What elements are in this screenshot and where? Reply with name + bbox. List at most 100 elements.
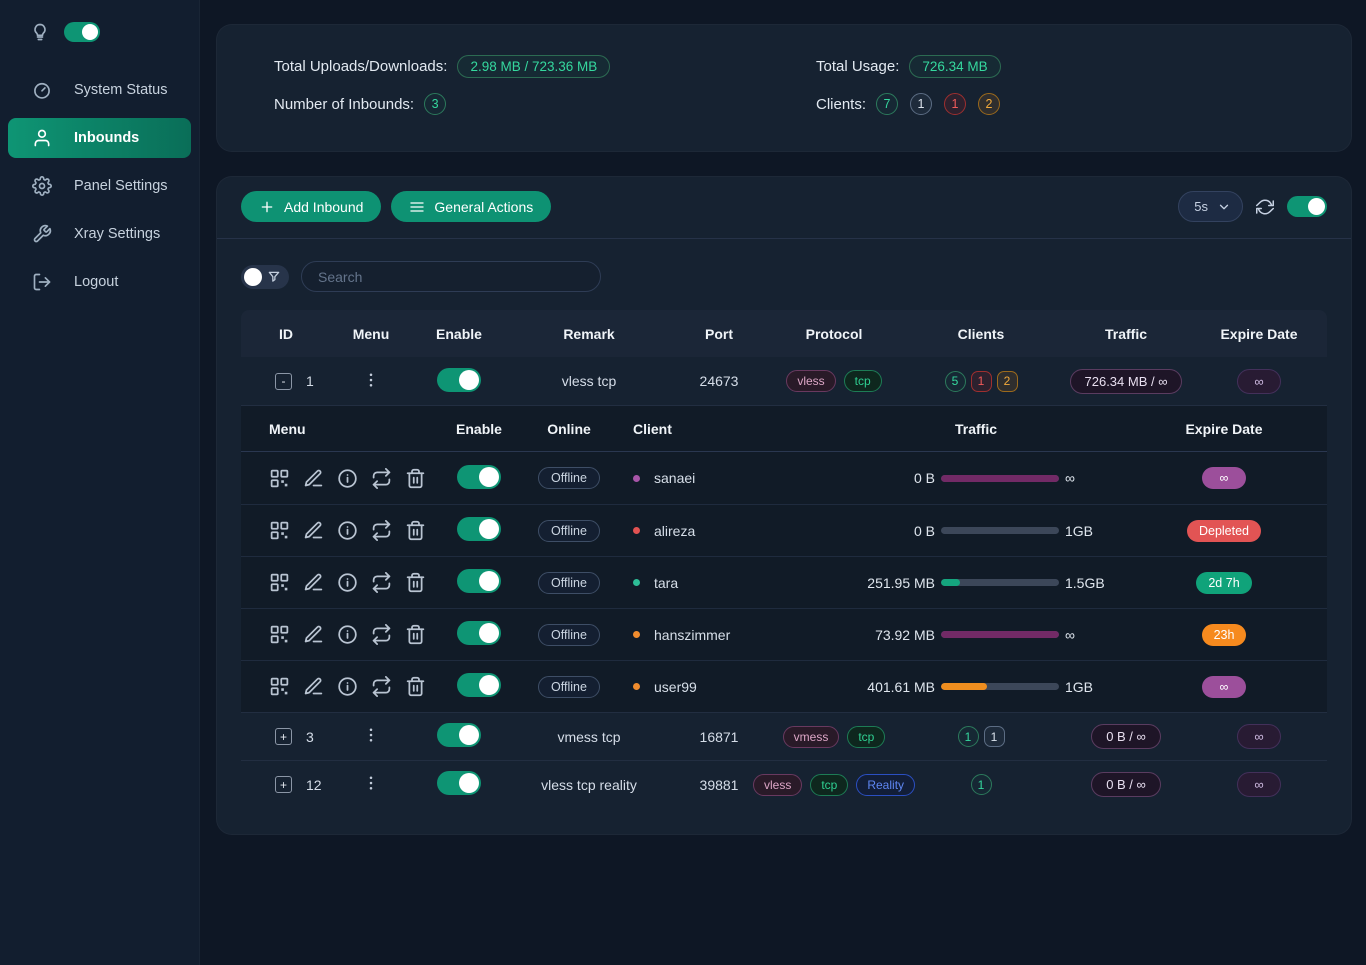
info-icon[interactable]: [337, 572, 358, 593]
edit-icon[interactable]: [303, 572, 324, 593]
sidebar-item-logout[interactable]: Logout: [0, 258, 199, 306]
chevron-down-icon: [1217, 200, 1231, 214]
qrcode-icon[interactable]: [269, 676, 290, 697]
inbound-expire-badge: ∞: [1237, 724, 1281, 749]
inbound-port: 39881: [699, 776, 739, 793]
reset-traffic-icon[interactable]: [371, 676, 392, 697]
info-icon[interactable]: [337, 468, 358, 489]
subcol-header-enable: Enable: [456, 420, 502, 437]
reset-traffic-icon[interactable]: [371, 520, 392, 541]
refresh-interval-select[interactable]: 5s: [1178, 191, 1243, 222]
col-header-enable: Enable: [436, 325, 482, 342]
expand-row-button[interactable]: +: [275, 728, 292, 745]
total-usage-label: Total Usage:: [816, 57, 900, 75]
client-count-badge: 1: [983, 726, 1005, 747]
protocol-tag: vless: [752, 773, 803, 796]
sidebar-item-inbounds[interactable]: Inbounds: [8, 118, 191, 158]
inbounds-table: ID Menu Enable Remark Port Protocol Clie…: [241, 310, 1327, 808]
edit-icon[interactable]: [303, 468, 324, 489]
inbound-remark: vless tcp reality: [541, 776, 637, 793]
client-row: Offline user99 401.61 MB 1GB ∞: [241, 660, 1327, 712]
col-header-remark: Remark: [563, 325, 615, 342]
reset-traffic-icon[interactable]: [371, 468, 392, 489]
client-expire-badge[interactable]: 2d 7h: [1196, 571, 1252, 594]
delete-icon[interactable]: [405, 624, 426, 645]
client-expire-badge[interactable]: Depleted: [1186, 519, 1262, 542]
clients-expiring-badge: 2: [978, 93, 1001, 115]
client-expire-badge[interactable]: 23h: [1201, 623, 1247, 646]
sidebar-item-panel-settings[interactable]: Panel Settings: [0, 162, 199, 210]
filter-toggle[interactable]: [241, 264, 289, 289]
number-of-inbounds-value: 3: [424, 93, 447, 115]
edit-icon[interactable]: [303, 520, 324, 541]
refresh-interval-value: 5s: [1194, 199, 1208, 214]
qrcode-icon[interactable]: [269, 624, 290, 645]
subcol-header-expire: Expire Date: [1185, 420, 1263, 437]
funnel-icon: [267, 270, 281, 284]
general-actions-button[interactable]: General Actions: [391, 191, 552, 222]
traffic-used: 73.92 MB: [875, 626, 935, 643]
row-menu-icon[interactable]: [362, 774, 380, 792]
row-menu-icon[interactable]: [362, 371, 380, 389]
reset-traffic-icon[interactable]: [371, 624, 392, 645]
dark-mode-toggle[interactable]: [64, 22, 100, 42]
inbound-enable-toggle[interactable]: [437, 723, 481, 747]
client-expire-badge[interactable]: ∞: [1202, 467, 1246, 489]
refresh-icon[interactable]: [1256, 198, 1274, 216]
client-enable-toggle[interactable]: [457, 673, 501, 697]
client-row: Offline alireza 0 B 1GB Depleted: [241, 504, 1327, 556]
delete-icon[interactable]: [405, 572, 426, 593]
qrcode-icon[interactable]: [269, 572, 290, 593]
traffic-bar: [941, 474, 1059, 482]
info-icon[interactable]: [337, 520, 358, 541]
inbound-row: - 1 vless tcp 24673 vless tcp 5 1 2: [241, 357, 1327, 405]
client-enable-toggle[interactable]: [457, 517, 501, 541]
sidebar: System Status Inbounds Panel Settings Xr…: [0, 0, 200, 965]
add-inbound-button[interactable]: Add Inbound: [241, 191, 382, 222]
delete-icon[interactable]: [405, 520, 426, 541]
subcol-header-traffic: Traffic: [954, 420, 997, 437]
search-input[interactable]: [301, 261, 601, 292]
traffic-bar-fill: [941, 631, 1059, 638]
traffic-limit: 1GB: [1065, 522, 1094, 539]
subcol-header-online: Online: [547, 420, 591, 437]
subcol-header-menu: Menu: [269, 420, 306, 437]
delete-icon[interactable]: [405, 468, 426, 489]
client-expire-badge[interactable]: ∞: [1202, 675, 1246, 698]
sidebar-item-label: Inbounds: [74, 130, 140, 146]
delete-icon[interactable]: [405, 676, 426, 697]
client-count-badge: 1: [957, 726, 979, 747]
client-enable-toggle[interactable]: [457, 464, 501, 489]
sidebar-item-xray-settings[interactable]: Xray Settings: [0, 210, 199, 258]
traffic-limit: 1GB: [1065, 678, 1094, 695]
info-icon[interactable]: [337, 676, 358, 697]
edit-icon[interactable]: [303, 624, 324, 645]
client-enable-toggle[interactable]: [457, 569, 501, 593]
sidebar-item-label: Xray Settings: [74, 226, 161, 242]
qrcode-icon[interactable]: [269, 468, 290, 489]
online-status-badge: Offline: [538, 467, 600, 489]
collapse-row-button[interactable]: -: [275, 372, 292, 390]
user-icon: [32, 128, 52, 148]
edit-icon[interactable]: [303, 676, 324, 697]
row-menu-icon[interactable]: [362, 726, 380, 744]
expand-row-button[interactable]: +: [275, 776, 292, 793]
protocol-tag: Reality: [856, 773, 916, 796]
traffic-limit: 1.5GB: [1065, 574, 1105, 591]
inbound-traffic-badge: 0 B / ∞: [1091, 724, 1161, 749]
sidebar-item-label: Panel Settings: [74, 178, 168, 194]
client-enable-toggle[interactable]: [457, 621, 501, 645]
search-row: [217, 239, 1351, 292]
inbound-enable-toggle[interactable]: [437, 771, 481, 795]
reset-traffic-icon[interactable]: [371, 572, 392, 593]
auto-refresh-toggle[interactable]: [1287, 196, 1327, 217]
lightbulb-icon: [30, 22, 50, 42]
sidebar-item-system-status[interactable]: System Status: [0, 66, 199, 114]
col-header-protocol: Protocol: [805, 325, 863, 342]
client-color-dot: [633, 474, 640, 482]
inbound-remark: vless tcp: [561, 373, 617, 389]
qrcode-icon[interactable]: [269, 520, 290, 541]
info-icon[interactable]: [337, 624, 358, 645]
inbound-enable-toggle[interactable]: [437, 367, 481, 392]
